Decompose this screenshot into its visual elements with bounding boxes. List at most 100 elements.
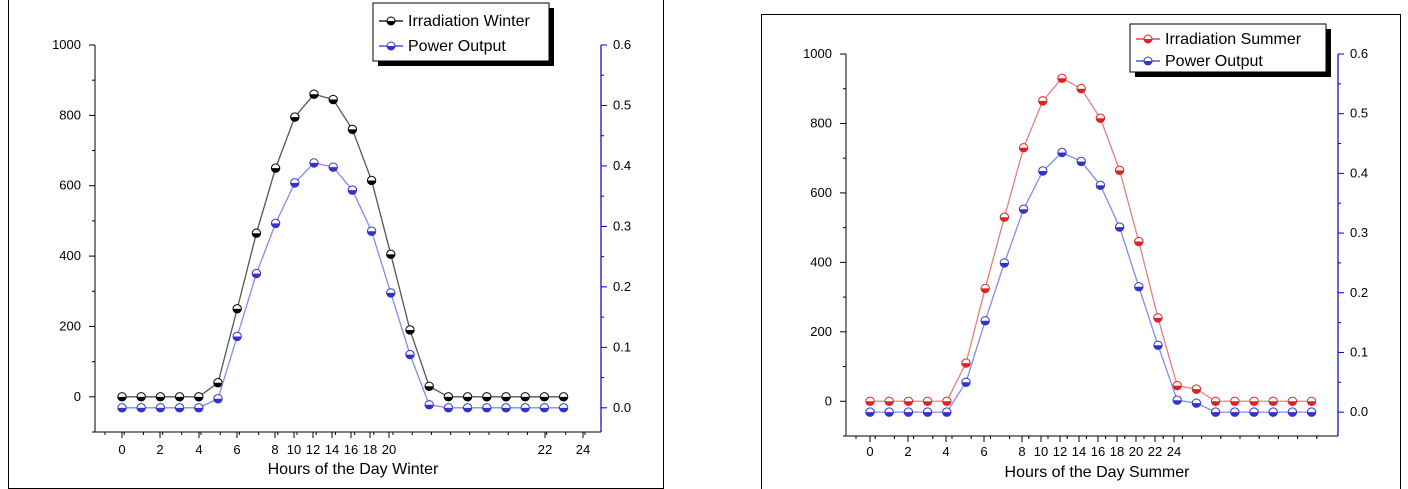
data-point-fill — [1019, 147, 1028, 152]
data-point-fill — [1077, 88, 1086, 93]
data-point-fill — [1288, 401, 1297, 406]
data-point-fill — [444, 407, 453, 413]
data-point-fill — [942, 401, 951, 406]
data-point-fill — [1153, 317, 1163, 323]
summer-chart-svg: 0 200 400 600 800 1000 0.0 0.1 0.2 0.3 0.4 0.5 0.6 0 2… — [803, 23, 1368, 481]
legend-label: Power Output — [1165, 53, 1263, 70]
x-tick-label: 2 — [156, 442, 163, 457]
data-point-fill — [1096, 118, 1105, 123]
legend-marker-fill — [1144, 39, 1152, 43]
data-point-fill — [175, 407, 184, 413]
data-point-fill — [386, 254, 395, 259]
data-point-fill — [540, 407, 549, 413]
x-tick-label: 6 — [233, 442, 240, 457]
data-point-fill — [1115, 227, 1124, 232]
data-point-fill — [1269, 412, 1278, 417]
data-point-fill — [501, 407, 511, 413]
data-point-fill — [1000, 262, 1009, 268]
data-point-fill — [1249, 401, 1259, 406]
x-tick-label: 4 — [195, 442, 202, 457]
data-point-fill — [252, 233, 261, 238]
series-line-irradiation-winter — [122, 93, 564, 398]
chart-panel-winter: 0 200 400 600 800 1000 0.0 0.1 0.2 0.3 0.4 0.5 0.6 0 2… — [8, 0, 664, 489]
legend-label: Irradiation Summer — [1165, 31, 1302, 48]
x-tick-label: 10 — [1034, 444, 1048, 459]
left-y-tick-label: 400 — [59, 248, 81, 263]
legend-label: Irradiation Winter — [408, 13, 530, 30]
series-line-power-output — [870, 151, 1312, 413]
right-y-tick-label: 0.1 — [613, 339, 631, 354]
data-point-fill — [194, 407, 203, 413]
x-axis-title: Hours of the Day Summer — [1005, 464, 1191, 481]
x-tick-label: 8 — [271, 442, 278, 457]
data-point-fill — [290, 182, 299, 188]
right-y-tick-label: 0.5 — [1350, 106, 1368, 121]
legend-box — [372, 2, 550, 62]
data-point-fill — [1134, 286, 1143, 291]
data-point-fill — [1173, 400, 1182, 405]
data-point-fill — [271, 168, 280, 173]
x-tick-label: 16 — [1091, 444, 1105, 459]
data-point-fill — [309, 162, 319, 168]
data-point-fill — [252, 273, 261, 278]
data-point-fill — [865, 401, 875, 406]
data-point-fill — [904, 401, 913, 406]
data-point-fill — [885, 401, 894, 406]
data-point-fill — [1115, 170, 1124, 175]
x-tick-label: 18 — [363, 442, 377, 457]
data-point-fill — [386, 292, 395, 298]
data-point-fill — [1173, 385, 1182, 390]
data-point-fill — [482, 407, 491, 413]
x-tick-label: 12 — [1053, 444, 1067, 459]
data-point-fill — [885, 412, 894, 417]
data-point-fill — [981, 320, 990, 326]
data-point-fill — [117, 396, 127, 402]
data-point-fill — [540, 396, 549, 402]
x-axis-title: Hours of the Day Winter — [268, 461, 439, 478]
x-tick-label: 2 — [904, 444, 911, 459]
series-line-power-output — [122, 162, 564, 409]
data-point-fill — [425, 386, 434, 391]
data-point-fill — [1192, 389, 1201, 394]
data-point-fill — [175, 396, 184, 402]
data-point-fill — [1249, 412, 1259, 417]
x-tick-label: 14 — [1072, 444, 1086, 459]
data-point-fill — [501, 396, 511, 402]
data-point-fill — [233, 336, 242, 341]
data-point-fill — [329, 99, 338, 104]
data-point-fill — [290, 117, 299, 122]
right-y-tick-label: 0.3 — [1350, 225, 1368, 240]
data-point-fill — [425, 404, 434, 409]
left-y-tick-label: 200 — [810, 324, 832, 339]
data-point-fill — [367, 180, 376, 185]
data-point-fill — [1288, 412, 1297, 417]
data-point-fill — [309, 94, 319, 99]
data-point-fill — [1192, 403, 1201, 408]
x-tick-label: 24 — [576, 442, 590, 457]
data-point-fill — [1153, 345, 1163, 350]
x-tick-label: 0 — [118, 442, 125, 457]
data-point-fill — [367, 231, 376, 236]
data-point-fill — [156, 396, 165, 402]
right-y-tick-label: 0.6 — [613, 37, 631, 52]
x-tick-label: 22 — [538, 442, 552, 457]
x-tick-label: 0 — [866, 444, 873, 459]
data-point-fill — [904, 412, 913, 417]
data-point-fill — [559, 407, 568, 412]
right-y-tick-label: 0.0 — [1350, 404, 1368, 419]
data-point-fill — [942, 412, 951, 417]
data-point-fill — [961, 363, 971, 368]
right-y-tick-label: 0.4 — [1350, 165, 1368, 180]
data-point-fill — [521, 396, 530, 402]
x-tick-label: 4 — [942, 444, 949, 459]
left-y-tick-label: 200 — [59, 318, 81, 333]
x-tick-label: 12 — [306, 442, 320, 457]
legend-label: Power Output — [408, 38, 506, 55]
right-y-tick-label: 0.3 — [613, 218, 631, 233]
right-y-tick-label: 0.2 — [613, 279, 631, 294]
x-tick-label: 22 — [1148, 444, 1162, 459]
x-tick-label: 10 — [287, 442, 301, 457]
legend-box — [1129, 23, 1327, 73]
right-y-tick-label: 0.0 — [613, 400, 631, 415]
left-y-tick-label: 0 — [825, 393, 832, 408]
